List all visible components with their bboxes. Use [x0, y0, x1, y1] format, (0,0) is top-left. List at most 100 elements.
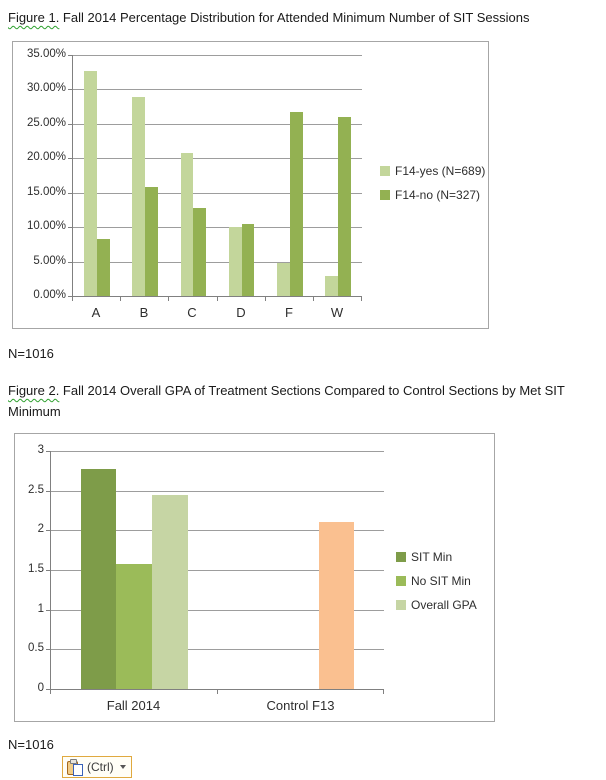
gridline	[73, 262, 362, 263]
figure1-chart[interactable]: F14-yes (N=689) F14-no (N=327) 0.00% 5.00%…	[12, 41, 489, 329]
legend-swatch	[380, 190, 390, 200]
x-axis-label: D	[236, 305, 246, 320]
legend-entry: No SIT Min	[396, 574, 477, 588]
figure2-caption: Figure 2. Fall 2014 Overall GPA of Treat…	[8, 380, 586, 422]
figure1-n-label: N=1016	[8, 346, 54, 361]
x-axis-label: W	[330, 305, 344, 320]
gridline	[51, 610, 384, 611]
figure1-legend: F14-yes (N=689) F14-no (N=327)	[380, 164, 485, 212]
y-axis-tick	[68, 296, 72, 297]
y-axis-tick	[46, 649, 50, 650]
figure2-chart[interactable]: SIT Min No SIT Min Overall GPA 0 0.5 1 1.5 2 2.…	[14, 433, 495, 722]
figure2-legend: SIT Min No SIT Min Overall GPA	[396, 550, 477, 622]
figure2-n-label: N=1016	[8, 737, 54, 752]
gridline	[73, 158, 362, 159]
y-axis-label: 10.00%	[26, 220, 66, 232]
x-axis-tick	[313, 297, 314, 301]
paste-options-label: (Ctrl)	[87, 760, 114, 774]
figure1-plot-area	[72, 55, 362, 297]
gridline	[73, 89, 362, 90]
figure2-caption-label: Figure 2.	[8, 383, 60, 398]
figure2-caption-text: Fall 2014 Overall GPA of Treatment Secti…	[8, 383, 565, 419]
y-axis-label: 15.00%	[26, 186, 66, 198]
gridline	[73, 124, 362, 125]
y-axis-tick	[46, 491, 50, 492]
legend-entry: F14-yes (N=689)	[380, 164, 485, 178]
y-axis-tick	[68, 89, 72, 90]
bar-f14-yes-(n=689)-c	[180, 152, 194, 296]
legend-label: SIT Min	[411, 550, 453, 564]
gridline	[51, 530, 384, 531]
figure1-caption-label: Figure 1.	[8, 10, 60, 25]
x-axis-label: F	[285, 305, 293, 320]
paste-options-button[interactable]: (Ctrl)	[62, 756, 132, 778]
x-axis-tick	[72, 297, 73, 301]
x-axis-tick	[168, 297, 169, 301]
y-axis-label: 5.00%	[33, 255, 66, 267]
y-axis-label: 0.00%	[33, 289, 66, 301]
legend-label: Overall GPA	[411, 598, 477, 612]
gridline	[51, 451, 384, 452]
gridline	[73, 55, 362, 56]
y-axis-label: 30.00%	[26, 82, 66, 94]
x-axis-tick	[217, 690, 218, 694]
y-axis-tick	[68, 262, 72, 263]
legend-label: No SIT Min	[411, 574, 471, 588]
x-axis-tick	[120, 297, 121, 301]
legend-label: F14-yes (N=689)	[395, 164, 486, 178]
bar-f14-no-(n=327)-d	[241, 224, 255, 296]
bar-f14-no-(n=327)-a	[97, 238, 110, 296]
x-axis-label: C	[187, 305, 197, 320]
y-axis-label: 25.00%	[26, 117, 66, 129]
y-axis-label: 2.5	[28, 484, 44, 496]
y-axis-tick	[68, 193, 72, 194]
bar-f14-yes-(n=689)-w	[325, 276, 338, 296]
bar-f14-no-(n=327)-b	[145, 187, 159, 296]
bar-f14-yes-(n=689)-b	[132, 97, 146, 296]
x-axis-label: B	[139, 305, 149, 320]
y-axis-label: 3	[37, 444, 44, 456]
bar-overall-gpa-fall-2014	[152, 495, 188, 689]
y-axis-tick	[46, 610, 50, 611]
bar-f14-yes-(n=689)-a	[84, 70, 98, 296]
y-axis-label: 20.00%	[26, 151, 66, 163]
y-axis-label: 1	[37, 603, 44, 615]
x-axis-label: Control F13	[266, 698, 335, 713]
y-axis-label: 0.5	[28, 642, 44, 654]
gridline	[51, 491, 384, 492]
legend-swatch	[396, 576, 406, 586]
legend-label: F14-no (N=327)	[395, 188, 481, 202]
gridline	[51, 649, 384, 650]
bar-f14-yes-(n=689)-d	[228, 227, 242, 296]
clipboard-paste-icon	[67, 758, 83, 776]
figure2-plot-area	[50, 451, 384, 690]
chevron-down-icon	[119, 765, 126, 769]
y-axis-label: 0	[37, 682, 44, 694]
figure1-caption: Figure 1. Fall 2014 Percentage Distribut…	[8, 7, 600, 28]
y-axis-label: 2	[37, 523, 44, 535]
legend-swatch	[396, 552, 406, 562]
bar-overall-gpa-control-f13	[318, 522, 355, 689]
x-axis-tick	[361, 297, 362, 301]
x-axis-tick	[383, 690, 384, 694]
y-axis-label: 1.5	[28, 563, 44, 575]
gridline	[73, 193, 362, 194]
gridline	[51, 570, 384, 571]
gridline	[73, 227, 362, 228]
x-axis-label: A	[91, 305, 101, 320]
figure1-caption-text: Fall 2014 Percentage Distribution for At…	[59, 10, 530, 25]
y-axis-tick	[46, 530, 50, 531]
y-axis-tick	[46, 451, 50, 452]
y-axis-tick	[68, 55, 72, 56]
y-axis-tick	[68, 227, 72, 228]
legend-entry: F14-no (N=327)	[380, 188, 485, 202]
legend-swatch	[396, 600, 406, 610]
legend-swatch	[380, 166, 390, 176]
x-axis-tick	[217, 297, 218, 301]
x-axis-tick	[265, 297, 266, 301]
bar-f14-no-(n=327)-w	[337, 117, 351, 296]
legend-entry: Overall GPA	[396, 598, 477, 612]
x-axis-tick	[50, 690, 51, 694]
bar-f14-yes-(n=689)-f	[276, 262, 290, 296]
legend-entry: SIT Min	[396, 550, 477, 564]
